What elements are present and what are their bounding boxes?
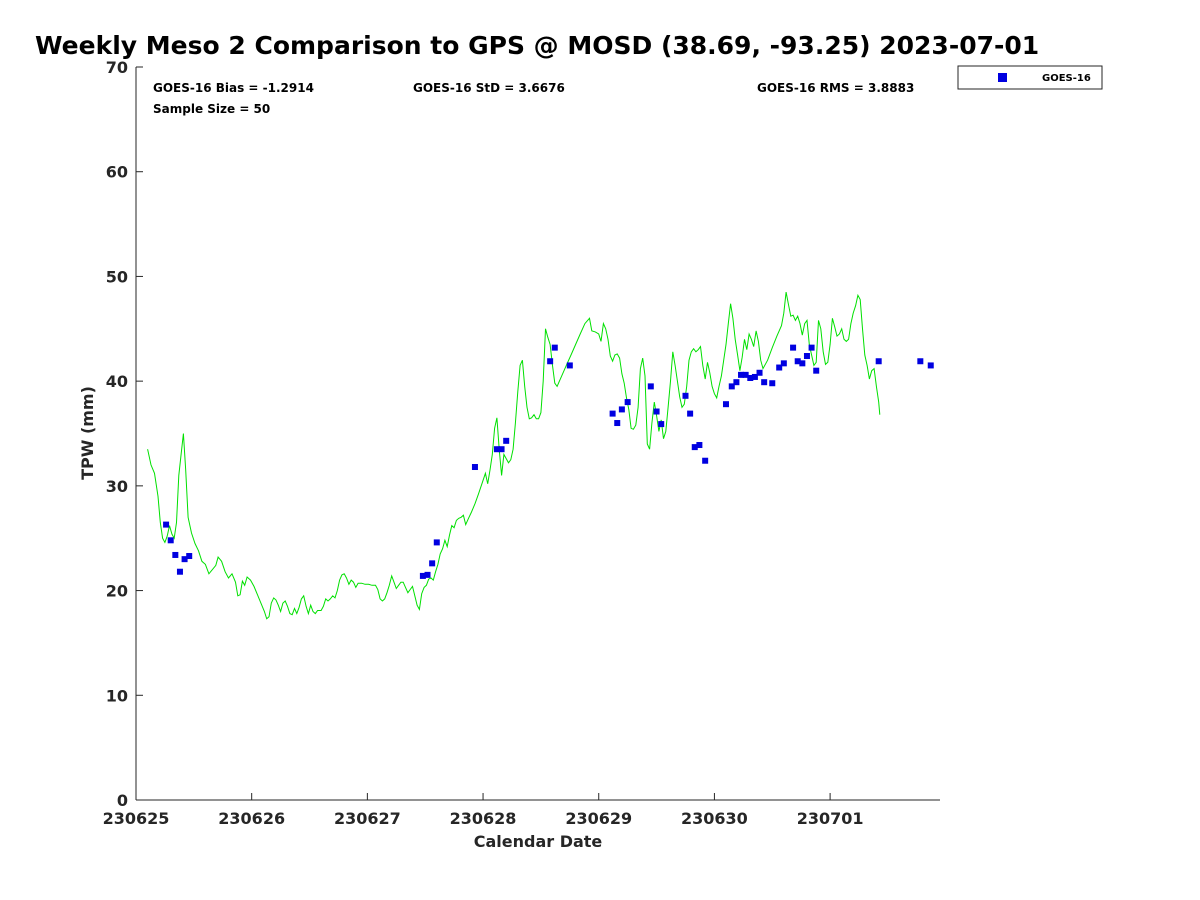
goes-16-point: [769, 380, 776, 387]
std-stat: GOES-16 StD = 3.6676: [413, 81, 565, 95]
goes-16-point: [687, 410, 694, 417]
goes-16-point: [776, 364, 783, 371]
goes-16-point: [163, 521, 170, 528]
x-tick-label: 230701: [797, 809, 864, 828]
goes-16-point: [682, 392, 689, 399]
goes-16-point: [167, 537, 174, 544]
goes-16-point: [733, 379, 740, 386]
goes-16-point: [803, 353, 810, 360]
legend-label: GOES-16: [1042, 73, 1091, 84]
gps-line-layer: [147, 292, 881, 620]
goes-16-point: [429, 560, 436, 567]
goes-marker-layer: [163, 344, 934, 579]
goes-16-point: [794, 358, 801, 365]
bias-stat: GOES-16 Bias = -1.2914: [153, 81, 314, 95]
goes-16-point: [722, 401, 729, 408]
goes-16-point: [696, 442, 703, 449]
goes-16-point: [780, 360, 787, 367]
x-axis-label: Calendar Date: [474, 832, 603, 851]
goes-16-point: [424, 571, 431, 578]
goes-16-point: [433, 539, 440, 546]
goes-16-point: [551, 344, 558, 351]
goes-16-point: [790, 344, 797, 351]
chart-title: Weekly Meso 2 Comparison to GPS @ MOSD (…: [35, 31, 1039, 60]
goes-16-point: [875, 358, 882, 365]
goes-16-point: [799, 360, 806, 367]
y-tick-label: 50: [106, 267, 128, 286]
goes-16-point: [503, 437, 510, 444]
y-tick-label: 60: [106, 163, 128, 182]
goes-16-point: [691, 444, 698, 451]
plot-area: 0 10 20 30 40 50 60 70 230625 230626 230627 230628…: [103, 58, 940, 828]
goes-16-point: [751, 373, 758, 380]
goes-16-point: [808, 344, 815, 351]
y-axis-label: TPW (mm): [78, 386, 97, 480]
x-tick-label: 230628: [450, 809, 517, 828]
legend-box: [957, 65, 1103, 90]
goes-16-point: [658, 421, 665, 428]
goes-16-point: [498, 446, 505, 453]
y-tick-label: 40: [106, 372, 128, 391]
goes-16-point: [614, 420, 621, 427]
goes-16-point: [624, 399, 631, 406]
legend: GOES-16: [957, 65, 1103, 90]
x-axis-ticks: 230625 230626 230627 230628 230629 230630 2307…: [103, 793, 864, 828]
x-tick-label: 230629: [565, 809, 632, 828]
y-tick-label: 10: [106, 686, 128, 705]
legend-marker: [998, 73, 1007, 82]
goes-16-point: [761, 379, 768, 386]
goes-16-point: [471, 464, 478, 471]
x-tick-label: 230625: [103, 809, 170, 828]
goes-16-point: [618, 406, 625, 413]
y-tick-label: 0: [117, 791, 128, 810]
goes-16-point: [493, 446, 500, 453]
sample-size-stat: Sample Size = 50: [153, 102, 270, 116]
goes-16-point: [728, 383, 735, 390]
x-tick-label: 230627: [334, 809, 401, 828]
y-tick-label: 30: [106, 477, 128, 496]
goes-16-point: [609, 410, 616, 417]
goes-16-point: [742, 371, 749, 378]
goes-16-point: [917, 358, 924, 365]
goes-16-point: [419, 572, 426, 579]
goes-16-point: [186, 553, 193, 560]
plot-frame: [136, 67, 940, 799]
goes-16-point: [647, 383, 654, 390]
goes-16-point: [747, 375, 754, 382]
x-tick-label: 230626: [218, 809, 285, 828]
gps-series-line: [147, 292, 881, 620]
goes-16-point: [738, 371, 745, 378]
x-tick-label: 230630: [681, 809, 748, 828]
goes-16-point: [547, 358, 554, 365]
goes-16-point: [172, 551, 179, 558]
goes-16-point: [181, 556, 188, 563]
goes-16-point: [653, 408, 660, 415]
goes-16-point: [176, 568, 183, 575]
goes-16-point: [566, 362, 573, 369]
y-tick-label: 70: [106, 58, 128, 77]
goes-16-point: [756, 369, 763, 376]
rms-stat: GOES-16 RMS = 3.8883: [757, 81, 914, 95]
goes-16-point: [927, 362, 934, 369]
goes-16-point: [813, 367, 820, 374]
y-tick-label: 20: [106, 582, 128, 601]
y-axis-ticks: 0 10 20 30 40 50 60 70: [106, 58, 143, 810]
goes-16-point: [702, 457, 709, 464]
